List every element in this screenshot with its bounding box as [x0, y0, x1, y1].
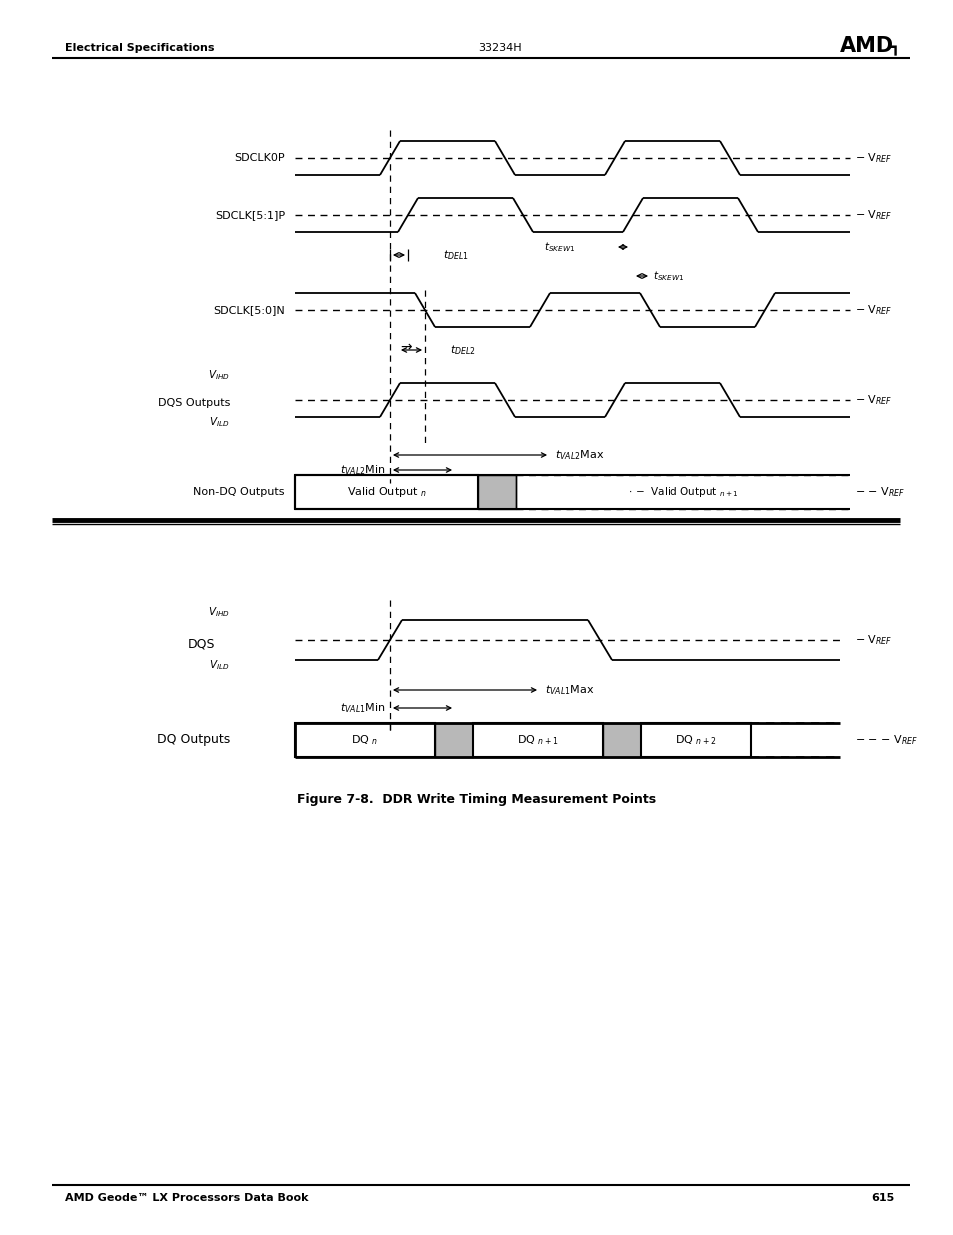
Bar [602, 722, 640, 757]
Text: $-$ V$_{REF}$: $-$ V$_{REF}$ [854, 151, 891, 165]
Text: $\rightarrow$: $\rightarrow$ [397, 338, 414, 353]
Text: SDCLK0P: SDCLK0P [234, 153, 285, 163]
Text: $V_{ILD}$: $V_{ILD}$ [210, 415, 230, 429]
Text: $-$ V$_{REF}$: $-$ V$_{REF}$ [854, 303, 891, 317]
Text: Electrical Specifications: Electrical Specifications [65, 43, 214, 53]
Text: $V_{IHD}$: $V_{IHD}$ [208, 605, 230, 619]
Text: $\cdot\,-\,$ Valid Output $_{n+1}$: $\cdot\,-\,$ Valid Output $_{n+1}$ [627, 485, 738, 499]
Text: DQ $_{n+1}$: DQ $_{n+1}$ [517, 734, 558, 747]
Text: $V_{IHD}$: $V_{IHD}$ [208, 368, 230, 382]
Text: $t_{SKEW1}$: $t_{SKEW1}$ [652, 269, 683, 283]
Bar [477, 475, 516, 509]
Text: $-$ $-$ V$_{REF}$: $-$ $-$ V$_{REF}$ [854, 485, 904, 499]
Text: $t_{SKEW1}$: $t_{SKEW1}$ [543, 240, 575, 254]
Text: DQ $_{n}$: DQ $_{n}$ [351, 734, 378, 747]
Bar [435, 722, 473, 757]
Text: ┓: ┓ [889, 42, 899, 57]
Text: DQ Outputs: DQ Outputs [156, 734, 230, 746]
Text: Non-DQ Outputs: Non-DQ Outputs [193, 487, 285, 496]
Text: $t_{VAL2}$Min: $t_{VAL2}$Min [339, 463, 385, 477]
Text: DQS Outputs: DQS Outputs [157, 398, 230, 408]
Bar [640, 722, 750, 757]
Text: $t_{DEL2}$: $t_{DEL2}$ [450, 343, 476, 357]
Text: SDCLK[5:1]P: SDCLK[5:1]P [214, 210, 285, 220]
Bar [294, 722, 435, 757]
Text: 33234H: 33234H [477, 43, 521, 53]
Text: $t_{VAL2}$Max: $t_{VAL2}$Max [555, 448, 603, 462]
Text: $t_{VAL1}$Min: $t_{VAL1}$Min [339, 701, 385, 715]
Text: Figure 7-8.  DDR Write Timing Measurement Points: Figure 7-8. DDR Write Timing Measurement… [297, 794, 656, 806]
Text: SDCLK[5:0]N: SDCLK[5:0]N [213, 305, 285, 315]
Text: $t_{DEL1}$: $t_{DEL1}$ [442, 248, 468, 262]
Text: $V_{ILD}$: $V_{ILD}$ [210, 658, 230, 672]
Text: AMD Geode™ LX Processors Data Book: AMD Geode™ LX Processors Data Book [65, 1193, 308, 1203]
Text: $-$ V$_{REF}$: $-$ V$_{REF}$ [854, 209, 891, 222]
Text: DQS: DQS [188, 637, 214, 651]
Bar [294, 475, 477, 509]
Text: AMD: AMD [840, 36, 893, 56]
Bar [473, 722, 602, 757]
Text: $t_{VAL1}$Max: $t_{VAL1}$Max [544, 683, 594, 697]
Text: Valid Output $_{n}$: Valid Output $_{n}$ [346, 485, 426, 499]
Text: DQ $_{n+2}$: DQ $_{n+2}$ [675, 734, 716, 747]
Text: $-$ V$_{REF}$: $-$ V$_{REF}$ [854, 393, 891, 406]
Text: 615: 615 [871, 1193, 894, 1203]
Text: $-$ $-$ $-$ V$_{REF}$: $-$ $-$ $-$ V$_{REF}$ [854, 734, 917, 747]
Text: $-$ V$_{REF}$: $-$ V$_{REF}$ [854, 634, 891, 647]
